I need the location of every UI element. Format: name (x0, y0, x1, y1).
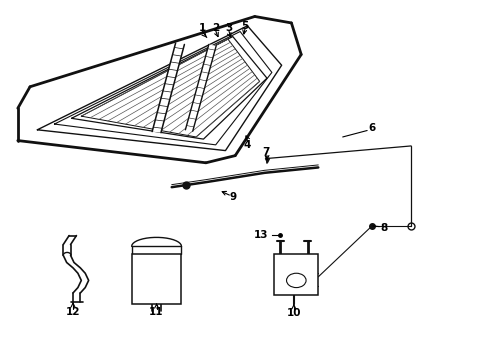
Text: 3: 3 (225, 23, 232, 33)
Text: 11: 11 (149, 307, 164, 317)
Text: 12: 12 (66, 307, 80, 317)
Text: 6: 6 (368, 123, 376, 133)
Text: 7: 7 (262, 147, 269, 157)
Text: 5: 5 (242, 21, 248, 31)
Polygon shape (185, 44, 216, 131)
Text: 4: 4 (244, 140, 251, 150)
Text: 10: 10 (287, 309, 301, 318)
Text: 2: 2 (212, 23, 220, 33)
Polygon shape (152, 43, 184, 133)
Polygon shape (274, 253, 318, 295)
Text: 1: 1 (198, 23, 206, 33)
Text: 9: 9 (230, 192, 237, 202)
Text: 8: 8 (381, 224, 388, 233)
Text: 13: 13 (254, 230, 269, 239)
Polygon shape (132, 253, 181, 304)
